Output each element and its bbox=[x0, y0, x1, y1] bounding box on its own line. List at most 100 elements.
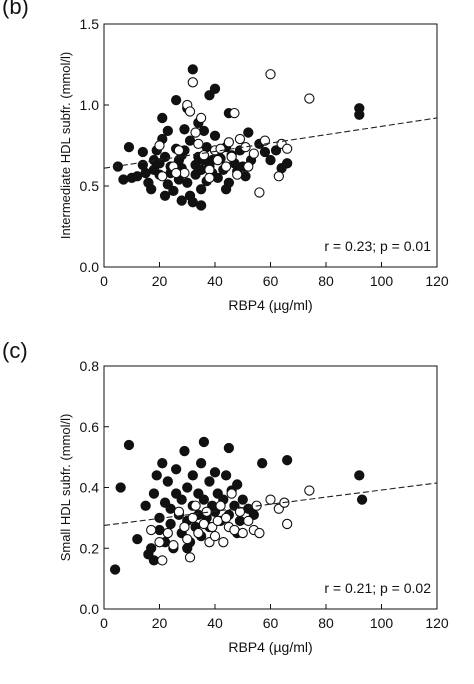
data-point-open bbox=[220, 512, 232, 524]
data-point-open bbox=[243, 161, 254, 172]
data-point-filled bbox=[157, 458, 168, 469]
data-point-filled bbox=[162, 179, 173, 190]
data-point-filled bbox=[159, 190, 171, 201]
data-point-filled bbox=[146, 184, 157, 195]
data-point-open bbox=[193, 527, 204, 539]
data-point-filled bbox=[232, 479, 243, 490]
data-point-open bbox=[304, 485, 315, 496]
data-point-open bbox=[190, 500, 201, 511]
data-point-open bbox=[223, 137, 235, 148]
chart-panel-c: (c) 0 20 40 60 80 100 120 0.0 0.2 0.4 0.6 0.8 RBP4 (… bbox=[0, 338, 474, 684]
data-point-filled bbox=[195, 184, 207, 195]
stats-annotation: r = 0.21; p = 0.02 bbox=[324, 580, 431, 596]
data-point-filled bbox=[109, 564, 121, 575]
data-point-filled bbox=[281, 455, 293, 466]
data-point-open bbox=[182, 533, 193, 545]
data-point-open bbox=[173, 506, 185, 517]
data-point-open bbox=[154, 140, 165, 151]
scatter-plot-intermediate-hdl: 0 20 40 60 80 100 120 0.0 0.5 1.0 1.5 RBP4 (µg/ml) I… bbox=[58, 16, 449, 313]
x-tick-label: 0 bbox=[100, 273, 108, 289]
data-point-filled bbox=[123, 439, 135, 451]
panel-label: (c) bbox=[2, 338, 28, 363]
data-point-open bbox=[215, 143, 226, 154]
data-point-open bbox=[204, 172, 215, 184]
data-point-filled bbox=[354, 470, 365, 481]
data-point-open bbox=[220, 161, 232, 172]
data-point-open bbox=[234, 133, 246, 145]
data-point-filled bbox=[137, 146, 148, 158]
data-point-filled bbox=[170, 94, 182, 106]
regression-line bbox=[103, 482, 438, 527]
data-point-filled bbox=[209, 467, 221, 478]
x-tick-label: 20 bbox=[152, 615, 168, 631]
y-axis-label: Small HDL subfr. (mmol/l) bbox=[58, 414, 73, 562]
y-tick-label: 0.6 bbox=[80, 419, 100, 435]
data-point-open bbox=[259, 135, 271, 146]
data-point-open bbox=[281, 518, 293, 530]
data-point-open bbox=[190, 127, 201, 138]
y-tick-label: 1.0 bbox=[80, 97, 100, 113]
data-point-open bbox=[146, 524, 157, 536]
data-point-filled bbox=[179, 124, 190, 135]
data-point-open bbox=[168, 540, 179, 551]
data-point-open bbox=[234, 506, 246, 517]
data-point-filled bbox=[204, 476, 215, 487]
y-tick-label: 1.5 bbox=[80, 16, 100, 32]
y-axis-label: Intermediate HDL subfr. (mmol/l) bbox=[58, 52, 73, 239]
data-point-filled bbox=[237, 494, 248, 505]
data-point-filled bbox=[154, 158, 165, 169]
data-point-filled bbox=[240, 171, 251, 182]
data-point-open bbox=[209, 530, 221, 542]
data-point-open bbox=[173, 145, 185, 156]
y-tick-label: 0.0 bbox=[80, 259, 100, 275]
panel-label: (b) bbox=[2, 0, 29, 19]
data-point-open bbox=[226, 151, 237, 162]
x-tick-label: 80 bbox=[318, 273, 334, 289]
x-tick-label: 120 bbox=[425, 615, 449, 631]
data-point-filled bbox=[243, 127, 254, 138]
data-point-filled bbox=[187, 470, 198, 481]
plot-frame bbox=[103, 23, 438, 268]
data-point-filled bbox=[118, 174, 129, 185]
x-axis-label: RBP4 (µg/ml) bbox=[228, 297, 312, 313]
data-point-filled bbox=[195, 458, 207, 469]
data-point-filled bbox=[281, 158, 293, 169]
data-point-filled bbox=[198, 494, 210, 505]
data-point-filled bbox=[170, 464, 182, 475]
data-point-open bbox=[218, 537, 229, 548]
data-point-filled bbox=[198, 125, 210, 137]
data-point-filled bbox=[182, 543, 193, 554]
x-tick-label: 120 bbox=[425, 273, 449, 289]
data-point-open bbox=[195, 112, 207, 124]
data-point-filled bbox=[209, 130, 221, 141]
x-tick-label: 40 bbox=[207, 273, 223, 289]
data-point-open bbox=[212, 154, 223, 166]
data-point-open bbox=[229, 107, 240, 119]
scatter-plot-small-hdl: 0 20 40 60 80 100 120 0.0 0.2 0.4 0.6 0.8 RBP4 (µg/m… bbox=[58, 358, 449, 655]
stats-annotation: r = 0.23; p = 0.01 bbox=[324, 238, 431, 254]
data-point-filled bbox=[132, 533, 143, 545]
data-point-open bbox=[237, 527, 248, 539]
data-point-open bbox=[273, 171, 284, 182]
data-point-open bbox=[248, 148, 259, 159]
data-point-open bbox=[157, 171, 168, 182]
data-point-filled bbox=[209, 83, 221, 94]
data-point-filled bbox=[220, 470, 232, 481]
data-point-open bbox=[187, 512, 198, 524]
data-point-open bbox=[201, 506, 212, 517]
data-point-filled bbox=[195, 200, 207, 211]
data-point-filled bbox=[115, 482, 126, 493]
x-tick-label: 60 bbox=[263, 615, 279, 631]
data-point-filled bbox=[187, 64, 198, 75]
data-point-filled bbox=[148, 488, 160, 499]
data-point-open bbox=[187, 77, 198, 88]
data-point-open bbox=[281, 143, 293, 154]
data-point-open bbox=[243, 515, 254, 527]
data-point-filled bbox=[159, 151, 171, 162]
y-tick-label: 0.2 bbox=[80, 540, 100, 556]
data-point-open bbox=[179, 521, 190, 533]
data-point-filled bbox=[356, 494, 368, 505]
data-point-open bbox=[162, 527, 173, 539]
data-point-filled bbox=[204, 90, 215, 101]
data-point-filled bbox=[151, 470, 162, 481]
